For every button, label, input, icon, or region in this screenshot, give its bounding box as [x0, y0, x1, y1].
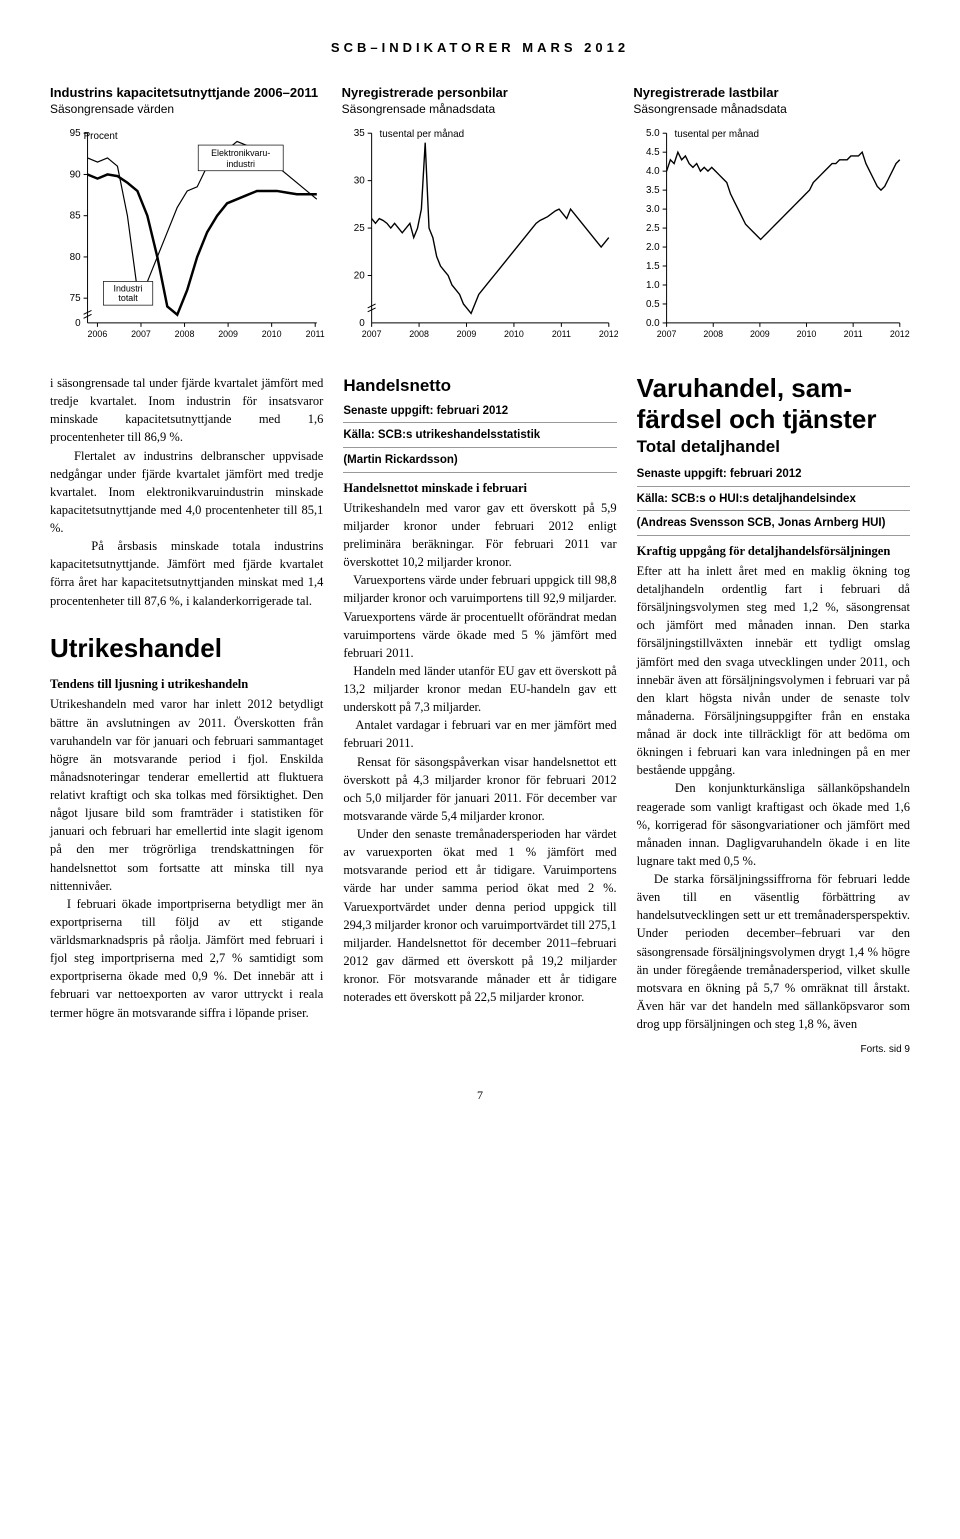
chart2-area: tusental per månad 20 25 30 35 02007 2008 2009 2…: [342, 124, 619, 344]
svg-text:2011: 2011: [551, 329, 570, 339]
col2-meta2: Källa: SCB:s utrikeshandelsstatistik: [343, 427, 616, 448]
col2-p5: Rensat för säsongspåverkan visar handels…: [343, 753, 616, 826]
varuhandel-heading-2: färdsel och tjänster: [637, 405, 910, 434]
svg-text:0.5: 0.5: [646, 299, 660, 310]
col1-p4: Utrikeshandeln med varor har inlett 2012…: [50, 695, 323, 894]
col3-meta3: (Andreas Svensson SCB, Jonas Arnberg HUI…: [637, 515, 910, 536]
svg-text:1.0: 1.0: [646, 280, 660, 291]
svg-text:tusental per månad: tusental per månad: [379, 129, 464, 140]
column-2: Handelsnetto Senaste uppgift: februari 2…: [343, 374, 616, 1058]
svg-text:Elektronikvaru-: Elektronikvaru-: [211, 148, 270, 158]
svg-text:2011: 2011: [844, 329, 863, 339]
svg-text:2007: 2007: [361, 329, 381, 339]
chart3-title: Nyregistrerade lastbilar: [633, 85, 910, 100]
svg-text:85: 85: [70, 211, 81, 222]
col2-p6: Under den senaste tremånadersperioden ha…: [343, 825, 616, 1006]
column-3: Varuhandel, sam- färdsel och tjänster To…: [637, 374, 910, 1058]
chart1-area: Procent 75 80 85 90 95 0 2006 2007 2008 2009 2010 20…: [50, 124, 327, 344]
svg-text:2007: 2007: [131, 329, 151, 339]
varuhandel-heading-1: Varuhandel, sam-: [637, 374, 910, 403]
svg-text:tusental per månad: tusental per månad: [675, 129, 760, 140]
col2-p3: Handeln med länder utanför EU gav ett öv…: [343, 662, 616, 716]
col1-p3: På årsbasis minskade totala industrins k…: [50, 537, 323, 610]
svg-text:2012: 2012: [890, 329, 910, 339]
column-1: i säsongrensade tal under fjärde kvartal…: [50, 374, 323, 1058]
svg-text:Industri: Industri: [114, 283, 143, 293]
svg-text:3.5: 3.5: [646, 185, 660, 196]
text-columns: i säsongrensade tal under fjärde kvartal…: [50, 374, 910, 1058]
svg-text:2008: 2008: [409, 329, 429, 339]
svg-text:2009: 2009: [750, 329, 770, 339]
svg-text:3.0: 3.0: [646, 204, 660, 215]
svg-text:0: 0: [359, 318, 365, 329]
col3-sub: Kraftig uppgång för detaljhandelsförsälj…: [637, 542, 910, 560]
svg-text:2006: 2006: [88, 329, 108, 339]
svg-text:2008: 2008: [175, 329, 195, 339]
total-detaljhandel: Total detaljhandel: [637, 435, 910, 460]
header-title: SCB–INDIKATORER MARS 2012: [50, 40, 910, 55]
col2-meta1: Senaste uppgift: februari 2012: [343, 403, 616, 424]
chart3-subtitle: Säsongrensade månadsdata: [633, 102, 910, 116]
svg-text:2009: 2009: [456, 329, 476, 339]
col3-p2: Den konjunkturkänsliga sällanköpshandeln…: [637, 779, 910, 870]
svg-text:4.0: 4.0: [646, 166, 660, 177]
chart1-subtitle: Säsongrensade värden: [50, 102, 327, 116]
col2-p2: Varuexportens värde under februari uppgi…: [343, 571, 616, 662]
svg-text:75: 75: [70, 293, 81, 304]
col2-sub: Handelsnettot minskade i februari: [343, 479, 616, 497]
svg-text:2.5: 2.5: [646, 223, 660, 234]
col1-p5: I februari ökade importpriserna betydlig…: [50, 895, 323, 1022]
charts-row: Industrins kapacitetsutnyttjande 2006–20…: [50, 85, 910, 344]
chart-lastbilar: Nyregistrerade lastbilar Säsongrensade m…: [633, 85, 910, 344]
page-number: 7: [50, 1088, 910, 1103]
page-container: SCB–INDIKATORER MARS 2012 Industrins kap…: [0, 0, 960, 1143]
col3-meta2: Källa: SCB:s o HUI:s detaljhandelsindex: [637, 491, 910, 512]
utrikeshandel-heading: Utrikeshandel: [50, 630, 323, 668]
svg-text:2.0: 2.0: [646, 242, 660, 253]
forts-label: Forts. sid 9: [637, 1043, 910, 1058]
svg-text:35: 35: [353, 128, 364, 139]
col1-p2: Flertalet av industrins delbranscher upp…: [50, 447, 323, 538]
svg-text:80: 80: [70, 252, 81, 263]
svg-text:90: 90: [70, 169, 81, 180]
col2-p1: Utrikeshandeln med varor gav ett översko…: [343, 499, 616, 572]
col3-p1: Efter att ha inlett året med en maklig ö…: [637, 562, 910, 780]
svg-text:2011: 2011: [306, 329, 325, 339]
chart-capacity: Industrins kapacitetsutnyttjande 2006–20…: [50, 85, 327, 344]
chart2-subtitle: Säsongrensade månadsdata: [342, 102, 619, 116]
svg-text:industri: industri: [226, 159, 255, 169]
svg-text:2010: 2010: [262, 329, 282, 339]
svg-text:20: 20: [353, 270, 364, 281]
col1-sub: Tendens till ljusning i utrikeshandeln: [50, 675, 323, 693]
chart-personbilar: Nyregistrerade personbilar Säsongrensade…: [342, 85, 619, 344]
col2-meta3: (Martin Rickardsson): [343, 452, 616, 473]
svg-text:2010: 2010: [797, 329, 817, 339]
svg-text:1.5: 1.5: [646, 261, 660, 272]
svg-text:totalt: totalt: [118, 293, 138, 303]
svg-text:4.5: 4.5: [646, 147, 660, 158]
svg-text:95: 95: [70, 128, 81, 139]
chart3-area: tusental per månad 0.0 0.5 1.0 1.5 2.0 2.5 3.0 3…: [633, 124, 910, 344]
svg-text:0: 0: [75, 318, 81, 329]
svg-text:2012: 2012: [599, 329, 619, 339]
svg-text:0.0: 0.0: [646, 318, 660, 329]
svg-text:Procent: Procent: [84, 131, 118, 142]
svg-text:2008: 2008: [704, 329, 724, 339]
svg-text:5.0: 5.0: [646, 128, 660, 139]
svg-text:2009: 2009: [218, 329, 238, 339]
col3-meta1: Senaste uppgift: februari 2012: [637, 466, 910, 487]
chart2-title: Nyregistrerade personbilar: [342, 85, 619, 100]
col2-p4: Antalet vardagar i februari var en mer j…: [343, 716, 616, 752]
chart1-title: Industrins kapacitetsutnyttjande 2006–20…: [50, 85, 327, 100]
svg-text:25: 25: [353, 223, 364, 234]
svg-text:2010: 2010: [504, 329, 524, 339]
col3-p3: De starka försäljningssiffrorna för febr…: [637, 870, 910, 1033]
col1-p1: i säsongrensade tal under fjärde kvartal…: [50, 374, 323, 447]
svg-text:30: 30: [353, 176, 364, 187]
svg-text:2007: 2007: [657, 329, 677, 339]
handelsnetto-heading: Handelsnetto: [343, 374, 616, 399]
